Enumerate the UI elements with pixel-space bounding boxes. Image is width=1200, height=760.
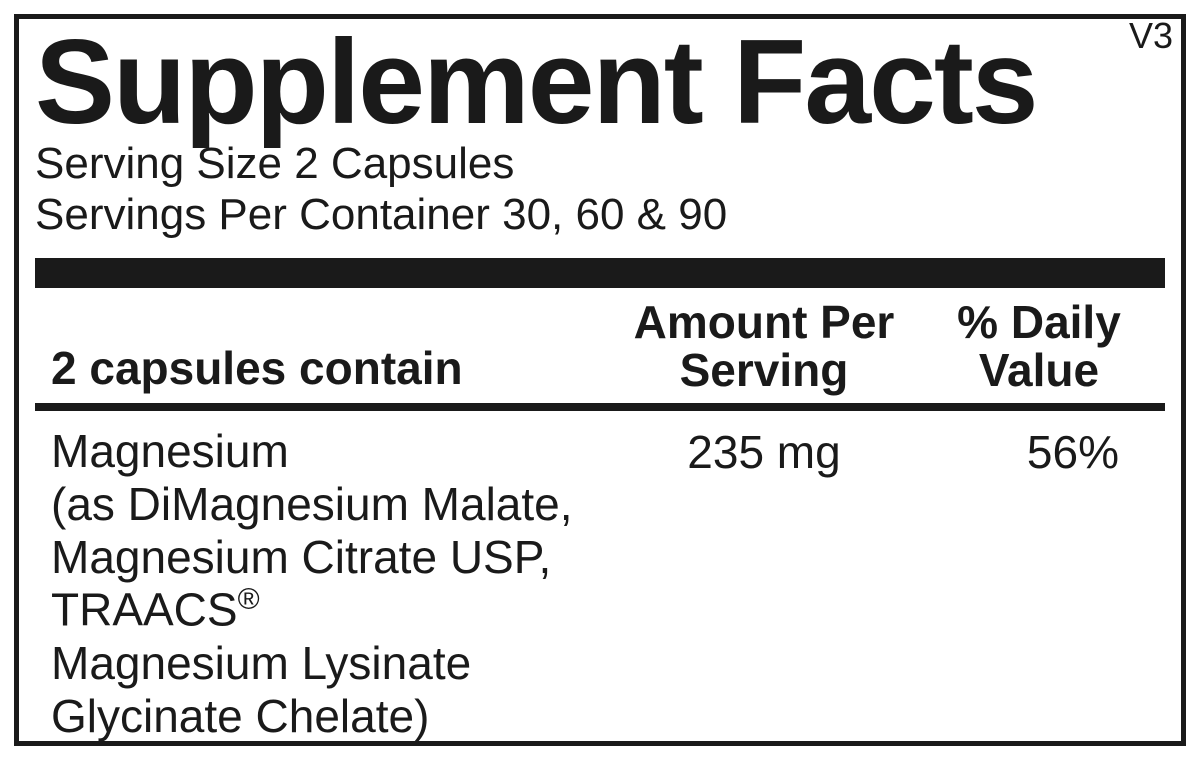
ingredient-detail-2: Magnesium Citrate USP, TRAACS® <box>51 531 599 637</box>
header-dv-line1: % Daily <box>929 298 1149 346</box>
ingredient-dv: 56% <box>929 425 1149 479</box>
header-daily-value: % Daily Value <box>929 298 1149 395</box>
servings-per-container: Servings Per Container 30, 60 & 90 <box>35 190 1165 241</box>
version-label: V3 <box>1129 15 1173 57</box>
ingredient-detail-1: (as DiMagnesium Malate, <box>51 478 599 531</box>
supplement-facts-panel: V3 Supplement Facts Serving Size 2 Capsu… <box>14 14 1186 746</box>
header-amount-line1: Amount Per <box>599 298 929 346</box>
ingredient-name: Magnesium <box>51 425 599 478</box>
serving-info: Serving Size 2 Capsules Servings Per Con… <box>19 139 1181 248</box>
panel-title: Supplement Facts <box>19 19 1181 139</box>
thick-divider <box>35 258 1165 288</box>
ingredient-name-block: Magnesium (as DiMagnesium Malate, Magnes… <box>51 425 599 743</box>
column-header-row: 2 capsules contain Amount Per Serving % … <box>35 288 1165 411</box>
header-amount-line2: Serving <box>599 346 929 394</box>
ingredient-detail-3: Magnesium Lysinate Glycinate Chelate) <box>51 637 599 743</box>
header-amount: Amount Per Serving <box>599 298 929 395</box>
ingredient-amount: 235 mg <box>599 425 929 479</box>
ingredient-row: Magnesium (as DiMagnesium Malate, Magnes… <box>35 411 1165 743</box>
registered-mark: ® <box>238 583 260 616</box>
header-left: 2 capsules contain <box>51 341 599 395</box>
header-dv-line2: Value <box>929 346 1149 394</box>
